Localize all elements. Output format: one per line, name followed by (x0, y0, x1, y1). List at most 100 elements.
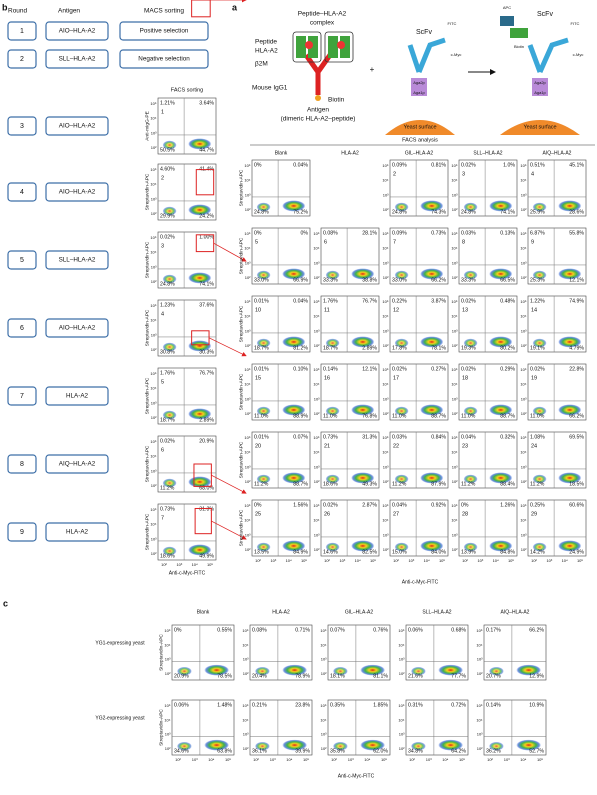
plot-number: 9 (531, 239, 534, 245)
quadrant-value: 0.04% (293, 162, 308, 168)
y-tick-label: 10³ (151, 130, 157, 135)
column-header: AIQ–HLA-A2 (543, 150, 572, 156)
quadrant-value: 84.8% (500, 549, 515, 555)
x-tick-label: 10⁵ (508, 558, 514, 563)
y-tick-label: 10⁵ (520, 231, 526, 236)
y-tick-label: 10³ (245, 396, 251, 401)
y-axis-label: Streptavidin-APC (144, 445, 150, 482)
quadrant-value: 1.26% (500, 502, 515, 508)
quadrant-value: 0.04% (392, 502, 407, 508)
quadrant-value: 78.9% (295, 673, 310, 679)
x-tick-label: 10⁴ (286, 558, 292, 563)
y-tick-label: 10² (521, 207, 527, 212)
quadrant-value: 1.00% (199, 234, 214, 240)
quadrant-value: 0.32% (500, 434, 515, 440)
quadrant-value: 0.09% (392, 230, 407, 236)
y-tick-label: 10⁴ (451, 518, 457, 523)
quadrant-value: 62.0% (373, 748, 388, 754)
quadrant-value: 88.4% (500, 481, 515, 487)
cell-cloud (558, 268, 582, 280)
x-tick-label: 10² (255, 558, 261, 563)
schematic-label: HLA-A2 (255, 48, 278, 55)
schematic-label: β2M (255, 61, 268, 68)
cell-cloud (489, 404, 513, 416)
y-tick-label: 10⁴ (382, 314, 388, 319)
schematic-label: Aga1p (413, 90, 425, 95)
column-header: GIL–HLA-A2 (345, 609, 374, 615)
y-tick-label: 10³ (243, 657, 249, 662)
plot-number: 8 (462, 239, 465, 245)
y-tick-label: 10² (151, 145, 157, 150)
schematic-label: + (370, 65, 375, 74)
x-tick-label: 10³ (176, 562, 182, 567)
y-tick-label: 10³ (314, 260, 320, 265)
column-header: GIL–HLA-A2 (405, 150, 434, 156)
quadrant-value: 12.9% (529, 673, 544, 679)
quadrant-value: 28.1% (362, 230, 377, 236)
cell-cloud (516, 739, 542, 751)
y-tick-label: 10⁴ (476, 642, 482, 647)
quadrant-value: 75.2% (293, 209, 308, 215)
plot-number: 15 (255, 375, 261, 381)
quadrant-value: 11.0% (392, 413, 407, 419)
plot-number: 1 (161, 109, 164, 115)
plot-number: 3 (462, 171, 465, 177)
box (119, 21, 209, 41)
y-tick-label: 10² (383, 275, 389, 280)
quadrant-value: 18.7% (160, 417, 175, 423)
plot-number: 26 (324, 511, 330, 517)
x-tick-label: 10⁴ (286, 757, 292, 762)
y-axis-label: Streptavidin-APC (238, 441, 244, 478)
plot-number: 10 (255, 307, 261, 313)
quadrant-value: 0% (254, 230, 262, 236)
y-tick-label: 10⁴ (242, 642, 248, 647)
x-tick-label: 10⁵ (459, 757, 465, 762)
schematic-label: Peptide (255, 39, 277, 46)
quadrant-value: 76.7% (199, 370, 214, 376)
y-tick-label: 10³ (245, 464, 251, 469)
x-tick-label: 10³ (477, 558, 483, 563)
y-tick-label: 10² (245, 275, 251, 280)
quadrant-value: 0.27% (431, 366, 446, 372)
y-tick-label: 10³ (383, 328, 389, 333)
cell-cloud (188, 544, 212, 556)
quadrant-value: 0% (254, 162, 262, 168)
y-tick-label: 10² (151, 211, 157, 216)
cell-cloud (394, 474, 409, 484)
quadrant-value: 0.81% (431, 162, 446, 168)
y-tick-label: 10³ (452, 328, 458, 333)
cell-cloud (162, 410, 177, 420)
quadrant-value: 6.87% (530, 230, 545, 236)
y-tick-label: 10⁴ (244, 382, 250, 387)
y-tick-label: 10⁵ (520, 367, 526, 372)
y-axis-label: Streptavidin-APC (238, 237, 244, 274)
y-tick-label: 10⁴ (313, 450, 319, 455)
schematic-label: Peptide–HLA-A2 (298, 11, 347, 18)
schematic-label: APC (503, 5, 511, 10)
y-tick-label: 10² (452, 479, 458, 484)
cell-cloud (532, 542, 547, 552)
quadrant-value: 0.25% (530, 502, 545, 508)
x-tick-label: 10⁴ (355, 558, 361, 563)
cell-cloud (351, 472, 375, 484)
quadrant-value: 11.2% (160, 485, 175, 491)
schematic-label: Aga1p (534, 90, 546, 95)
box (45, 49, 109, 69)
y-tick-label: 10³ (521, 192, 527, 197)
y-tick-label: 10⁴ (244, 518, 250, 523)
quadrant-value: 0.35% (330, 702, 345, 708)
cell-cloud (188, 272, 212, 284)
box (7, 318, 37, 338)
cell-cloud (162, 342, 177, 352)
y-tick-label: 10⁵ (313, 367, 319, 372)
y-tick-label: 10⁴ (520, 178, 526, 183)
box (7, 386, 37, 406)
antigen-name: HLA-A2 (66, 529, 89, 536)
y-tick-label: 10² (521, 343, 527, 348)
quadrant-value: 0.71% (295, 627, 310, 633)
y-tick-label: 10³ (165, 657, 171, 662)
quadrant-value: 0% (301, 230, 309, 236)
y-axis-label: Streptavidin-APC (238, 509, 244, 546)
x-tick-label: 10³ (504, 757, 510, 762)
